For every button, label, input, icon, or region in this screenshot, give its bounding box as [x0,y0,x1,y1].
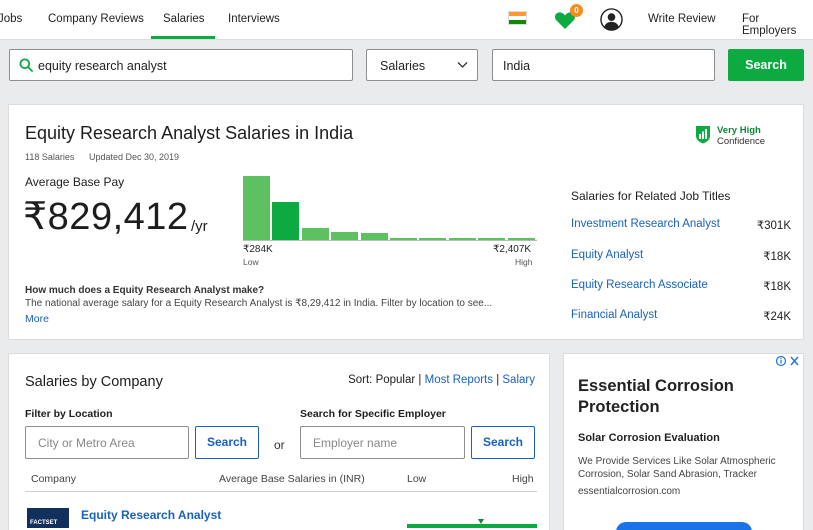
location-input[interactable]: India [492,49,715,81]
per-year-label: /yr [191,218,208,235]
page-title: Equity Research Analyst Salaries in Indi… [25,123,354,143]
average-base-pay-value: ₹829,412 [23,196,189,238]
sort-label: Sort: [348,374,373,386]
histogram-bar [272,201,300,240]
heart-icon[interactable] [553,8,577,32]
ad-url[interactable]: essentialcorrosion.com [578,486,681,497]
histogram-bar [448,238,476,240]
related-title-link[interactable]: Financial Analyst [571,309,658,321]
search-button[interactable]: Search [728,49,804,81]
histogram-low-value: ₹284K [243,244,273,255]
salaries-by-company-card: Salaries by Company Sort: Popular | Most… [8,353,550,530]
ad-subtitle[interactable]: Solar Corrosion Evaluation [578,432,720,444]
histogram-bar [331,231,359,240]
category-select[interactable]: Salaries [366,49,478,81]
related-title-salary: ₹18K [763,251,791,263]
location-value: India [503,59,531,73]
average-base-pay-label: Average Base Pay [25,175,125,189]
histogram-bar [507,238,535,240]
updated-date: Updated Dec 30, 2019 [89,152,180,162]
nav-jobs[interactable]: Jobs [0,13,23,25]
column-company: Company [31,473,76,485]
advertisement[interactable]: Essential Corrosion Protection Solar Cor… [563,353,804,530]
histogram-bar [301,227,329,240]
confidence-shield-icon [696,126,710,144]
histogram-bar [419,238,447,240]
ad-title[interactable]: Essential Corrosion Protection [578,377,734,416]
nav-write-review[interactable]: Write Review [648,13,716,25]
faq-question: How much does a Equity Research Analyst … [25,285,265,296]
ad-body: We Provide Services Like Solar Atmospher… [578,456,776,480]
filter-location-label: Filter by Location [25,408,113,420]
keyword-value: equity research analyst [38,59,167,73]
india-flag-icon[interactable] [508,11,527,25]
top-nav: Jobs Company Reviews Salaries Interviews… [0,0,813,40]
faq-answer: The national average salary for a Equity… [25,298,493,309]
related-titles-heading: Salaries for Related Job Titles [571,189,731,203]
histogram-high-value: ₹2,407K [493,244,532,255]
ad-choices-icon[interactable] [775,355,801,367]
column-high: High [512,473,534,485]
keyword-search-input[interactable]: equity research analyst [9,49,353,81]
sort-options: Sort: Popular | Most Reports | Salary [348,374,535,386]
sort-popular[interactable]: Popular [375,374,416,386]
company-section-title: Salaries by Company [25,374,163,390]
salary-range-bar [407,524,537,528]
histogram-low-label: Low [243,257,259,267]
or-label: or [274,438,285,452]
histogram-bar [390,238,417,240]
confidence-label: Confidence [717,136,766,147]
nav-for-employers[interactable]: For Employers [742,13,797,37]
sort-most-reports[interactable]: Most Reports [424,374,493,386]
related-title-link[interactable]: Equity Analyst [571,249,644,261]
histogram-high-label: High [515,257,533,267]
nav-salaries[interactable]: Salaries [163,13,205,25]
chevron-down-icon [457,62,468,68]
salary-range-marker [478,519,484,524]
factset-logo[interactable]: FACTSET [27,508,69,528]
nav-active-indicator [151,36,215,39]
table-divider [25,491,537,492]
related-title-salary: ₹301K [756,220,791,232]
city-placeholder: City or Metro Area [38,436,135,450]
search-icon [19,58,33,72]
company-job-title-link[interactable]: Equity Research Analyst [81,508,222,522]
related-title-salary: ₹18K [763,281,791,293]
histogram-bar [478,238,506,240]
histogram-bar [360,232,388,240]
employer-placeholder: Employer name [313,436,398,450]
employer-search-input[interactable]: Employer name [300,426,465,459]
nav-interviews[interactable]: Interviews [228,13,280,25]
user-avatar-icon[interactable] [600,8,623,31]
salary-count: 118 Salaries [25,152,75,162]
sort-salary[interactable]: Salary [502,374,535,386]
column-low: Low [407,473,427,485]
related-title-link[interactable]: Equity Research Associate [571,279,708,291]
salary-histogram [243,175,537,241]
confidence-level: Very High [717,125,761,136]
employer-search-button[interactable]: Search [471,426,535,459]
related-title-salary: ₹24K [763,311,791,323]
ad-cta-button[interactable] [616,522,752,530]
nav-company-reviews[interactable]: Company Reviews [48,13,144,25]
location-search-button[interactable]: Search [195,426,259,459]
more-link[interactable]: More [25,313,49,325]
column-average-salary: Average Base Salaries in (INR) [219,473,365,485]
related-title-link[interactable]: Investment Research Analyst [571,218,720,230]
employer-search-label: Search for Specific Employer [300,408,446,420]
category-value: Salaries [380,59,426,73]
histogram-bar [243,176,270,240]
salary-summary-card: Equity Research Analyst Salaries in Indi… [8,104,804,340]
notification-badge: 0 [570,4,583,17]
city-search-input[interactable]: City or Metro Area [25,426,189,459]
